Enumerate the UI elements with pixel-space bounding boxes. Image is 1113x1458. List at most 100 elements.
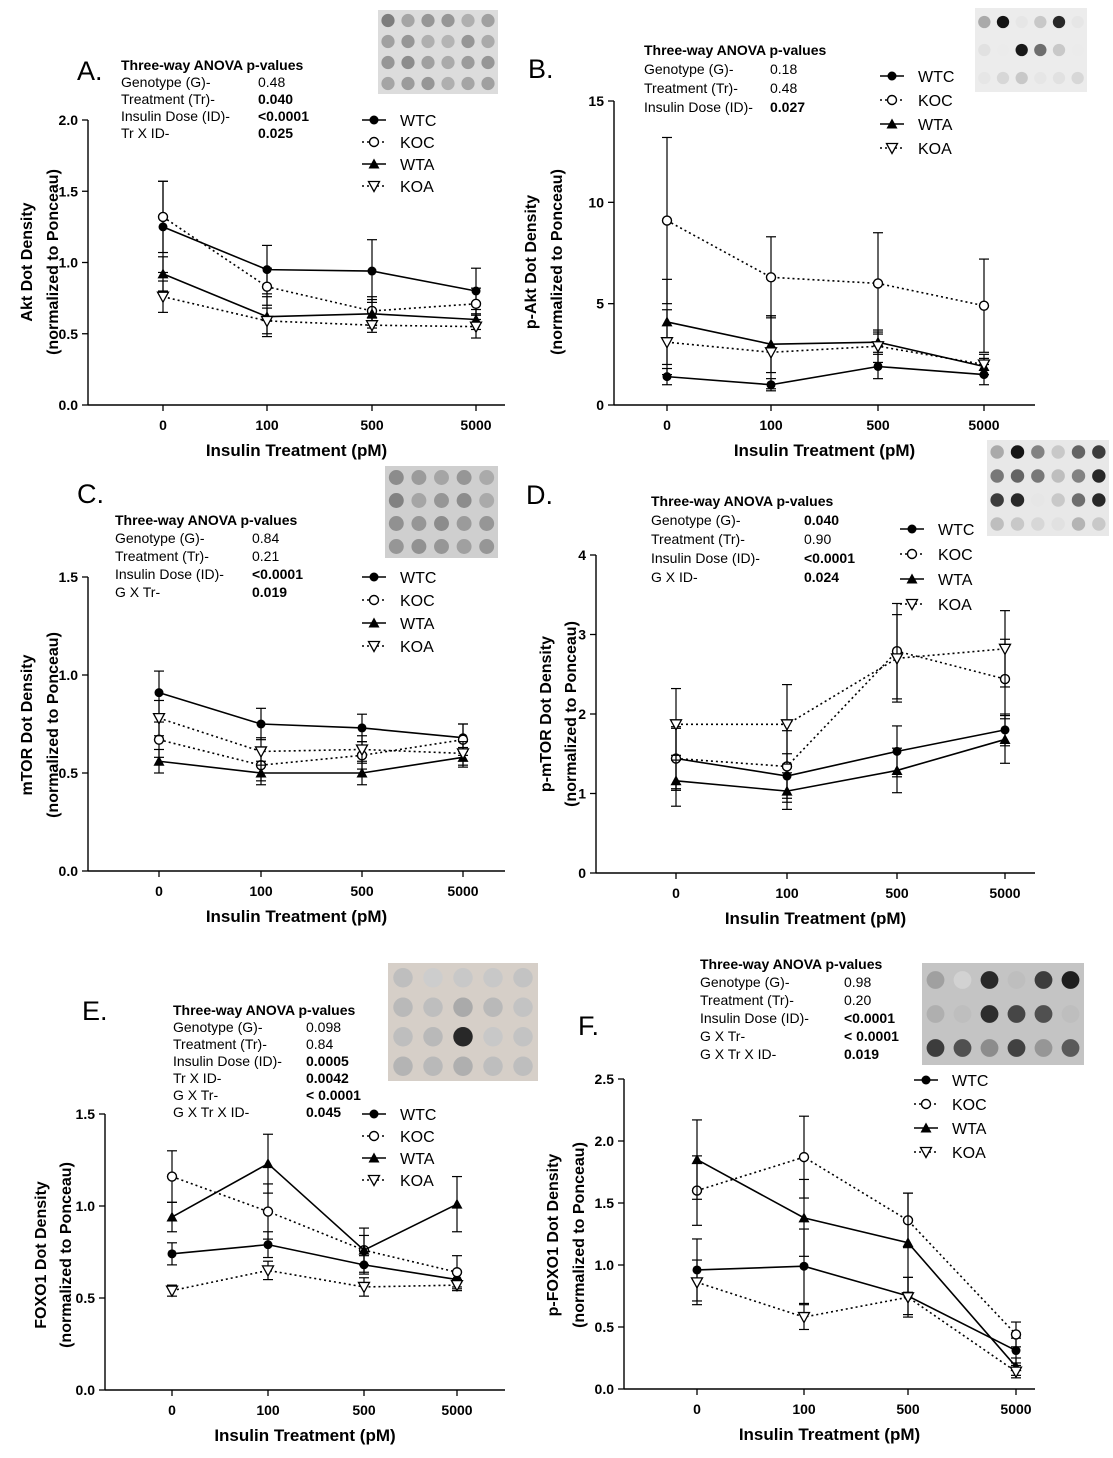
marker-wta <box>157 268 169 279</box>
blot-dot <box>421 13 435 28</box>
blot-dot <box>456 470 472 485</box>
y-tick-label: 1.5 <box>59 183 79 199</box>
marker-wtc <box>1011 1346 1021 1356</box>
x-tick-label: 5000 <box>447 883 478 899</box>
legend-item: WTA <box>900 572 973 589</box>
blot-dot <box>990 469 1004 483</box>
dot-blot-background <box>378 10 498 94</box>
series-line <box>158 691 464 739</box>
y-tick-label: 0 <box>596 397 604 413</box>
legend-label: KOA <box>918 141 952 158</box>
y-axis-title: (normalized to Ponceau) <box>58 1162 75 1348</box>
blot-dot <box>401 55 415 70</box>
marker-koa <box>764 347 778 360</box>
anova-label: Insulin Dose (ID)- <box>644 99 753 115</box>
anova-label: Insulin Dose (ID)- <box>121 108 230 124</box>
blot-dot <box>388 470 404 485</box>
legend-label: KOA <box>400 1173 434 1190</box>
anova-label: Genotype (G)- <box>121 74 211 90</box>
series-koa <box>690 1259 1023 1379</box>
x-tick-label: 100 <box>256 1402 280 1418</box>
anova-label: Insulin Dose (ID)- <box>173 1053 282 1069</box>
blot-dot <box>1031 517 1045 531</box>
blot-dot <box>456 539 472 554</box>
x-tick-label: 5000 <box>1000 1401 1031 1417</box>
marker-wta <box>886 118 898 129</box>
blot-dot <box>1051 517 1065 531</box>
marker-wta <box>262 1158 274 1169</box>
marker-koa <box>690 1277 704 1290</box>
legend-label: KOA <box>400 639 434 656</box>
anova-label: Treatment (Tr)- <box>700 992 794 1008</box>
anova-value: 0.098 <box>306 1019 341 1035</box>
blot-dot <box>453 1056 473 1076</box>
marker-wtc <box>799 1261 809 1271</box>
blot-dot <box>423 1027 443 1047</box>
blot-dot <box>1071 43 1084 57</box>
series-line <box>666 219 985 307</box>
series-line <box>666 365 985 386</box>
blot-dot <box>401 13 415 28</box>
blot-dot <box>1010 445 1025 459</box>
blot-dot <box>1034 71 1047 85</box>
blot-dot <box>1051 469 1065 483</box>
blot-dot <box>483 997 503 1017</box>
blot-dot <box>1034 43 1047 57</box>
marker-koc <box>368 1130 380 1142</box>
marker-wtc <box>357 723 367 733</box>
y-axis-title: p-FOXO1 Dot Density <box>545 1154 562 1317</box>
marker-koc <box>1010 1329 1022 1340</box>
blot-dot <box>1034 971 1053 989</box>
series-wtc <box>158 180 481 315</box>
series-line <box>696 1158 1017 1368</box>
anova-title: Three-way ANOVA p-values <box>644 42 827 58</box>
blot-dot <box>453 997 473 1017</box>
series-line <box>158 738 464 766</box>
x-tick-label: 0 <box>159 417 167 433</box>
marker-wta <box>356 767 368 778</box>
chart-panel: B. Three-way ANOVA p-values Genotype (G)- 0… <box>523 8 1087 460</box>
series-line <box>676 648 1006 726</box>
marker-wta <box>798 1212 810 1223</box>
panel-letter: A. <box>77 56 103 86</box>
blot-dot <box>996 43 1010 57</box>
dot-blot-background <box>975 8 1087 92</box>
chart-panel: F. Three-way ANOVA p-values Genotype (G)- 0… <box>545 956 1084 1444</box>
blot-dot <box>1051 445 1065 459</box>
anova-label: G X Tr X ID- <box>173 1104 250 1120</box>
marker-koa <box>254 746 268 759</box>
blot-dot <box>461 13 475 28</box>
marker-koc <box>765 272 777 283</box>
marker-wtc <box>369 1109 379 1119</box>
marker-koa <box>365 320 379 333</box>
y-tick-label: 5 <box>596 296 604 312</box>
blot-dot <box>1051 493 1065 507</box>
legend-label: WTC <box>918 69 954 86</box>
marker-wtc <box>263 1240 273 1250</box>
marker-koa <box>885 142 899 155</box>
marker-wta <box>366 308 378 319</box>
anova-value: 0.20 <box>844 992 871 1008</box>
marker-koc <box>920 1098 932 1110</box>
legend-item: KOC <box>914 1097 987 1114</box>
legend-item: KOC <box>900 547 973 564</box>
marker-koa <box>780 719 794 732</box>
blot-dot <box>513 1056 533 1076</box>
blot-dot <box>1071 517 1086 531</box>
blot-dot <box>393 1056 413 1076</box>
marker-wtc <box>167 1249 177 1259</box>
x-tick-label: 5000 <box>460 417 491 433</box>
anova-label: Treatment (Tr)- <box>644 80 738 96</box>
anova-value: 0.84 <box>252 530 279 546</box>
marker-koa <box>977 359 991 372</box>
x-tick-label: 5000 <box>968 417 999 433</box>
y-tick-label: 1.5 <box>59 569 79 585</box>
legend-label: WTA <box>400 157 435 174</box>
series-line <box>162 273 477 321</box>
marker-koa <box>261 1265 275 1278</box>
blot-dot <box>1071 469 1086 483</box>
anova-value: < 0.0001 <box>844 1028 899 1044</box>
anova-value: 0.18 <box>770 61 797 77</box>
blot-dot <box>1052 15 1066 29</box>
marker-koa <box>660 337 674 350</box>
